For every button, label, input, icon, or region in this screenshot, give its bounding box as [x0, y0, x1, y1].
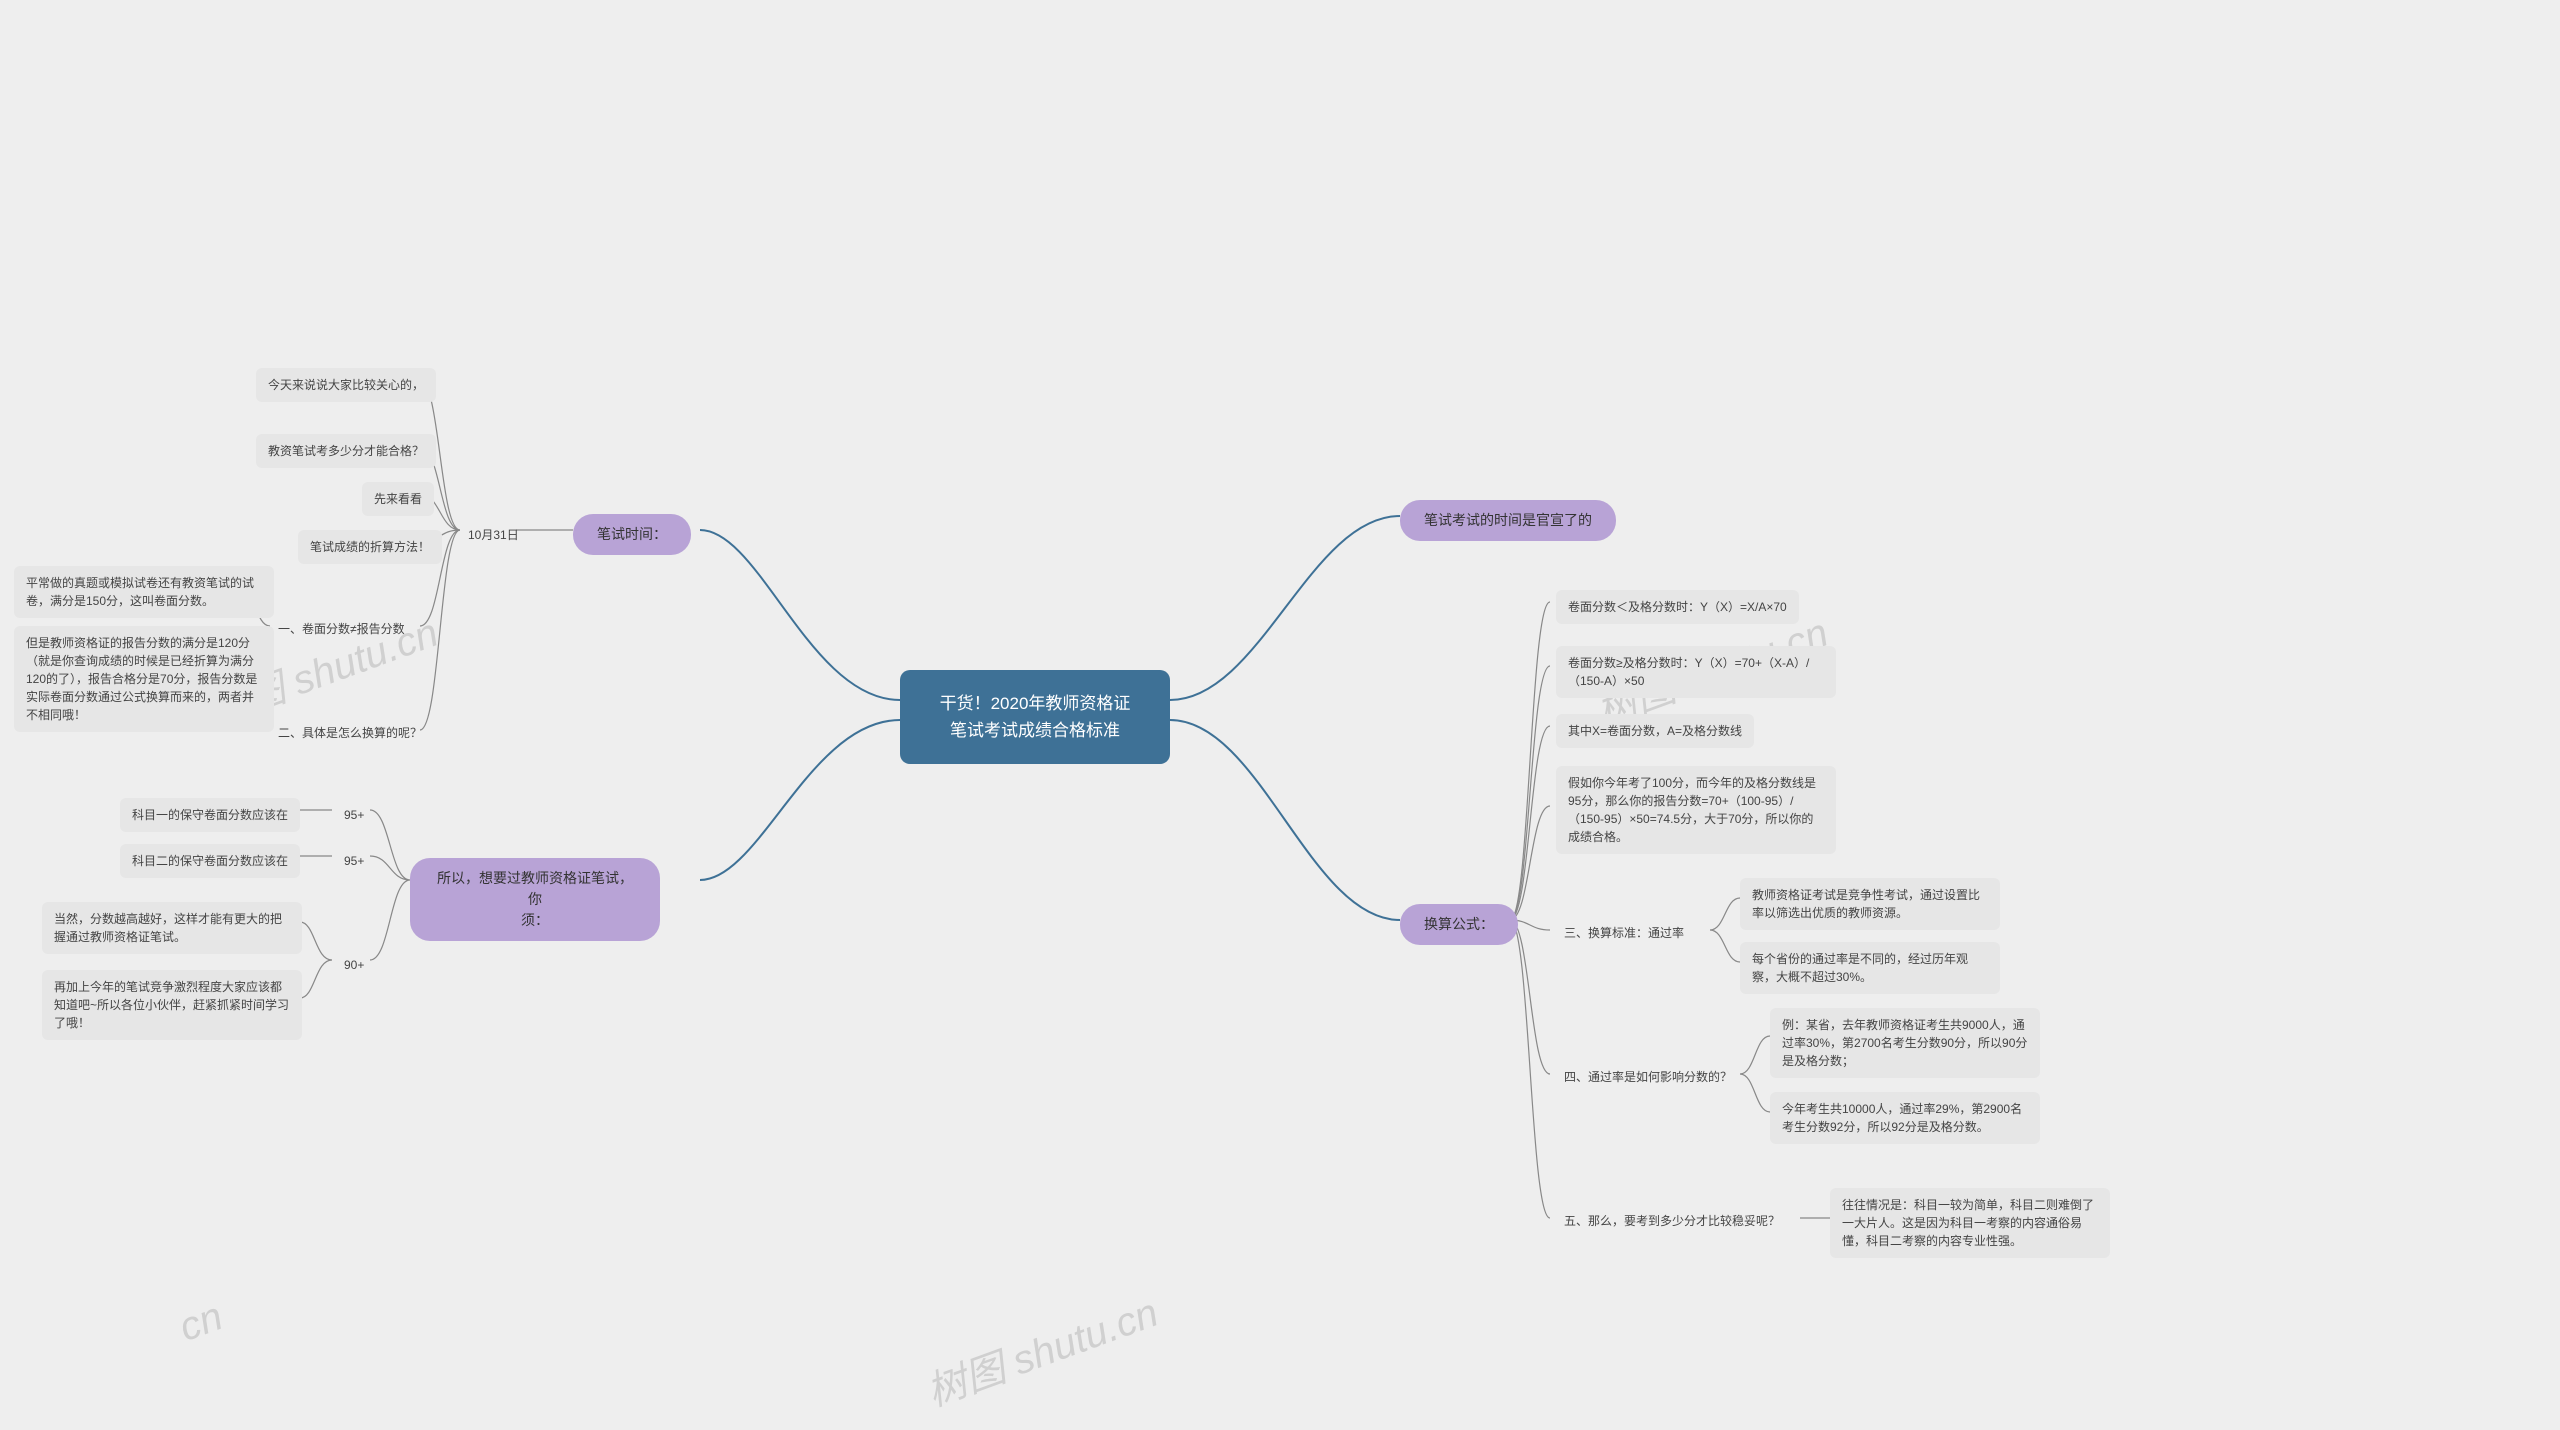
- leaf-intro-3: 先来看看: [362, 482, 434, 516]
- leaf-sub1-1: 平常做的真题或模拟试卷还有教资笔试的试卷，满分是150分，这叫卷面分数。: [14, 566, 274, 618]
- leaf-intro-1: 今天来说说大家比较关心的，: [256, 368, 436, 402]
- leaf-sub4-2: 今年考生共10000人，通过率29%，第2900名考生分数92分，所以92分是及…: [1770, 1092, 2040, 1144]
- leaf-intro-2: 教资笔试考多少分才能合格？: [256, 434, 436, 468]
- connector-layer: [0, 0, 2560, 1430]
- leaf-90-2: 再加上今年的笔试竞争激烈程度大家应该都知道吧~所以各位小伙伴，赶紧抓紧时间学习了…: [42, 970, 302, 1040]
- branch-exam-time[interactable]: 笔试时间：: [573, 514, 691, 555]
- root-node[interactable]: 干货！2020年教师资格证 笔试考试成绩合格标准: [900, 670, 1170, 764]
- node-sub3-label: 三、换算标准：通过率: [1556, 920, 1692, 946]
- leaf-formula-1: 卷面分数＜及格分数时：Y（X）=X/A×70: [1556, 590, 1799, 624]
- leaf-intro-4: 笔试成绩的折算方法！: [298, 530, 442, 564]
- node-90: 90+: [336, 952, 372, 978]
- node-sub4-label: 四、通过率是如何影响分数的？: [1556, 1064, 1740, 1090]
- node-sub2-label: 二、具体是怎么换算的呢？: [270, 720, 430, 746]
- node-95-2: 95+: [336, 848, 372, 874]
- branch-formula[interactable]: 换算公式：: [1400, 904, 1518, 945]
- node-sub1-label: 一、卷面分数≠报告分数: [270, 616, 413, 642]
- node-date: 10月31日: [460, 522, 527, 548]
- leaf-sub3-1: 教师资格证考试是竞争性考试，通过设置比率以筛选出优质的教师资源。: [1740, 878, 2000, 930]
- leaf-formula-4: 假如你今年考了100分，而今年的及格分数线是95分，那么你的报告分数=70+（1…: [1556, 766, 1836, 854]
- leaf-sub3-2: 每个省份的通过率是不同的，经过历年观察，大概不超过30%。: [1740, 942, 2000, 994]
- leaf-subj1: 科目一的保守卷面分数应该在: [120, 798, 300, 832]
- node-95-1: 95+: [336, 802, 372, 828]
- leaf-formula-2: 卷面分数≥及格分数时：Y（X）=70+（X-A）/（150-A）×50: [1556, 646, 1836, 698]
- leaf-subj2: 科目二的保守卷面分数应该在: [120, 844, 300, 878]
- leaf-sub5: 往往情况是：科目一较为简单，科目二则难倒了一大片人。这是因为科目一考察的内容通俗…: [1830, 1188, 2110, 1258]
- leaf-90-1: 当然，分数越高越好，这样才能有更大的把握通过教师资格证笔试。: [42, 902, 302, 954]
- leaf-sub4-1: 例：某省，去年教师资格证考生共9000人，通过率30%，第2700名考生分数90…: [1770, 1008, 2040, 1078]
- watermark: 树图 shutu.cn: [917, 1280, 1165, 1417]
- leaf-formula-3: 其中X=卷面分数，A=及格分数线: [1556, 714, 1754, 748]
- watermark: cn: [174, 1294, 229, 1351]
- branch-must[interactable]: 所以，想要过教师资格证笔试，你 须：: [410, 858, 660, 941]
- leaf-sub1-2: 但是教师资格证的报告分数的满分是120分（就是你查询成绩的时候是已经折算为满分1…: [14, 626, 274, 732]
- node-sub5-label: 五、那么，要考到多少分才比较稳妥呢？: [1556, 1208, 1788, 1234]
- branch-announced[interactable]: 笔试考试的时间是官宣了的: [1400, 500, 1616, 541]
